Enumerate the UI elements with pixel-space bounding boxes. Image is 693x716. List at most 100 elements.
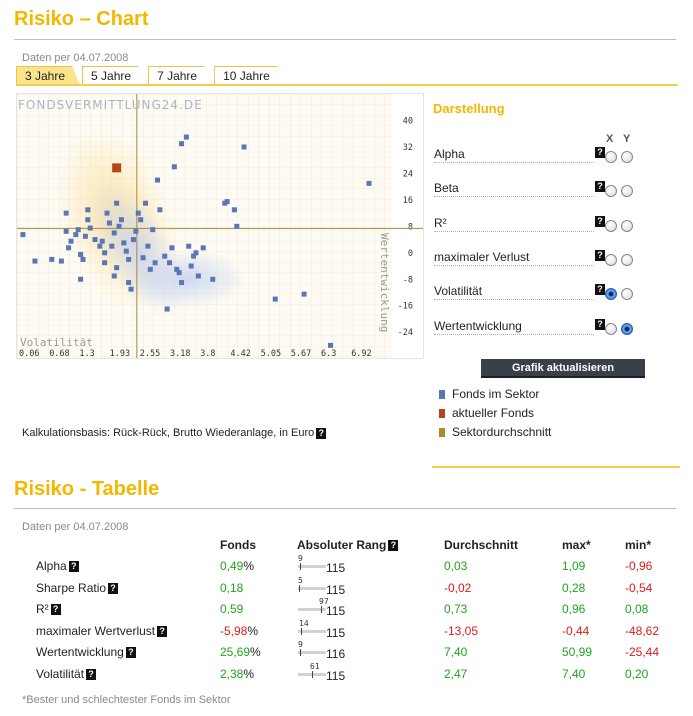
risk-chart: 0.06 0.68 1.3 1.93 2.55 3.18 3.8 4.42 5.05 5.67 6.… (16, 93, 424, 359)
fonds-number: -5,98 (220, 623, 248, 638)
fonds-value: -5,98% (220, 624, 258, 638)
update-chart-button[interactable]: Grafik aktualisieren (481, 359, 645, 378)
fund-point (97, 243, 103, 249)
help-icon[interactable]: ? (157, 625, 168, 637)
fonds-unit: % (243, 559, 255, 573)
tab-3[interactable]: 7 Jahre (148, 66, 212, 85)
header-rang-label: Absoluter Rang (297, 538, 387, 552)
fund-point (200, 245, 206, 251)
metric-name: Sharpe Ratio (36, 580, 107, 595)
option-label: Volatilität (434, 284, 483, 299)
y-axis-radio[interactable] (621, 219, 633, 232)
fund-point (58, 258, 64, 264)
y-axis-radio[interactable] (621, 288, 633, 301)
x-axis-radio[interactable] (605, 322, 617, 335)
help-icon[interactable]: ? (595, 249, 605, 261)
period-tabs: 3 Jahre 5 Jahre 7 Jahre 10 Jahre (16, 66, 287, 85)
fund-point (99, 238, 105, 244)
option-row: maximaler Verlust? (434, 248, 634, 268)
average-value: 0,03 (444, 559, 468, 573)
fund-point (328, 342, 334, 348)
fund-point (272, 296, 278, 302)
fonds-value: 0,59 (220, 602, 243, 616)
rank-position: 14 (299, 618, 309, 628)
help-icon[interactable]: ? (595, 147, 605, 158)
option-label: Alpha (434, 147, 465, 161)
y-axis-radio[interactable] (621, 253, 633, 266)
help-icon[interactable]: ? (50, 604, 61, 616)
fund-point (147, 266, 153, 272)
help-icon[interactable]: ? (388, 540, 399, 552)
y-axis-radio[interactable] (621, 322, 633, 335)
y-tick-label: -16 (398, 302, 413, 312)
legend-swatch (439, 428, 445, 437)
y-tick-label: 0 (408, 249, 413, 259)
option-label: Beta (434, 181, 459, 196)
x-axis-radio[interactable] (605, 253, 617, 266)
max-value: 7,40 (562, 666, 586, 681)
option-row: Volatilität? (434, 282, 634, 302)
help-icon[interactable]: ? (595, 181, 605, 193)
rank-total: 115 (326, 604, 346, 618)
help-icon[interactable]: ? (595, 318, 605, 330)
min-value: 0,08 (625, 602, 649, 616)
x-axis-radio[interactable] (605, 185, 617, 198)
help-icon[interactable]: ? (316, 427, 327, 439)
fund-point (126, 280, 132, 286)
rank-position: 9 (298, 640, 303, 649)
fund-point (176, 270, 182, 276)
calculation-basis-text: Kalkulationsbasis: Rück-Rück, Brutto Wie… (22, 427, 315, 439)
help-icon[interactable]: ? (86, 668, 97, 680)
average-value: -0,02 (444, 580, 472, 595)
rank-indicator: 14 115 (298, 618, 358, 640)
y-tick-label: -24 (398, 328, 413, 338)
help-icon[interactable]: ? (595, 215, 605, 227)
help-icon[interactable]: ? (108, 582, 119, 594)
fund-point (167, 260, 173, 266)
help-icon[interactable]: ? (595, 284, 605, 296)
footnote: *Bester und schlechtester Fonds im Sekto… (22, 694, 231, 706)
fondsvermittlung-logo: FONDSVERMITTLUNG24.DE (18, 98, 203, 112)
y-axis-radio[interactable] (621, 151, 633, 163)
chart-date: Daten per 04.07.2008 (22, 52, 129, 64)
tab-1[interactable]: 3 Jahre (16, 66, 80, 85)
header-durchschnitt: Durchschnitt (444, 538, 519, 552)
fund-point (183, 134, 189, 140)
fonds-number: 2,38 (220, 666, 244, 681)
fund-point (157, 207, 163, 213)
x-axis-radio[interactable] (605, 288, 617, 301)
legend-label: Fonds im Sektor (452, 387, 540, 401)
fund-point (92, 237, 98, 243)
fund-point (123, 248, 129, 254)
x-axis-radio[interactable] (605, 219, 617, 232)
rank-indicator: 97 115 (298, 597, 358, 618)
rank-bar (298, 629, 326, 633)
fonds-value: 0,49% (220, 559, 254, 573)
x-tick-label: 0.68 (49, 349, 69, 358)
rank-position: 97 (319, 597, 329, 606)
table-row: Alpha? 0,49% 9 115 0,03 1,09 -0,96 (36, 554, 676, 579)
help-icon[interactable]: ? (68, 561, 79, 573)
legend-label: Sektordurchschnitt (452, 425, 552, 439)
fund-point (138, 217, 144, 223)
fonds-unit: % (250, 645, 261, 659)
fund-point (66, 245, 72, 251)
y-tick-label: -8 (403, 275, 413, 285)
tab-2[interactable]: 5 Jahre (82, 66, 146, 85)
tab-4[interactable]: 10 Jahre (214, 66, 285, 85)
table-date: Daten per 04.07.2008 (22, 521, 129, 533)
help-icon[interactable]: ? (125, 647, 136, 659)
option-label: Wertentwicklung (434, 318, 522, 333)
rank-indicator: 5 115 (298, 576, 358, 597)
x-tick-label: 5.67 (291, 349, 311, 358)
fund-point (63, 228, 69, 234)
fund-point (78, 276, 84, 282)
option-label: maximaler Verlust (434, 249, 530, 264)
fund-point (102, 260, 108, 266)
rank-marker (321, 606, 322, 613)
fund-point (111, 230, 117, 236)
average-value: 7,40 (444, 645, 468, 659)
y-axis-radio[interactable] (621, 185, 633, 198)
row-label: Alpha? (36, 559, 79, 573)
x-axis-radio[interactable] (605, 151, 617, 163)
